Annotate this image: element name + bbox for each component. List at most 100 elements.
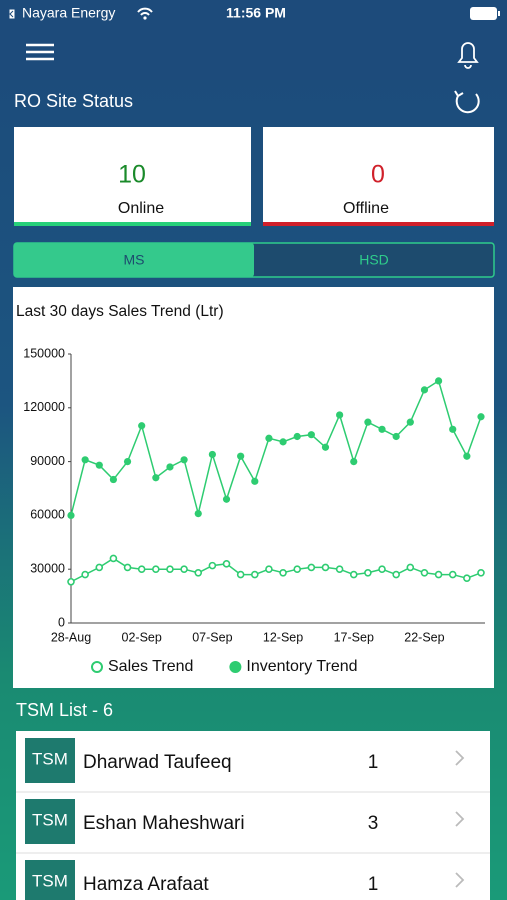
y-tick-label: 150000 <box>23 346 65 360</box>
x-tick-label: 12-Sep <box>263 630 303 644</box>
legend-label: Sales Trend <box>108 658 193 675</box>
chevron <box>455 872 465 888</box>
badge <box>25 799 75 844</box>
data-point <box>237 452 245 460</box>
data-point <box>463 452 471 460</box>
data-point <box>236 570 245 579</box>
data-point <box>406 563 415 572</box>
data-point <box>137 565 146 574</box>
data-point <box>180 456 188 464</box>
online-label: Online <box>118 200 164 217</box>
data-point <box>378 425 386 433</box>
y-tick-label: 0 <box>58 615 65 629</box>
wifi-dot <box>143 16 147 20</box>
data-point <box>434 377 443 385</box>
data-point <box>279 438 287 446</box>
data-point <box>420 386 429 394</box>
wifi-icon <box>137 7 153 16</box>
series-line <box>70 379 482 516</box>
data-point <box>222 495 231 503</box>
menu-icon[interactable] <box>26 43 54 61</box>
section-title: RO Site Status <box>14 91 133 111</box>
data-point <box>350 458 358 466</box>
data-point <box>307 431 315 439</box>
y-tick-label: 120000 <box>23 400 65 414</box>
data-point <box>208 561 217 570</box>
data-point <box>109 475 118 484</box>
badge-label: TSM <box>32 749 68 768</box>
chart: 0 30000 60000 90000 120000 150000 28-Aug 02-Sep… <box>23 346 485 675</box>
data-point <box>194 568 203 577</box>
data-point <box>265 565 273 574</box>
data-point <box>307 563 316 572</box>
data-point <box>321 443 330 451</box>
data-point <box>67 577 75 586</box>
data-point <box>336 411 344 419</box>
data-point <box>265 434 273 442</box>
data-point <box>152 565 160 574</box>
data-point <box>208 450 216 459</box>
tsm-name: Hamza Arafaat <box>83 874 209 895</box>
x-tick-label: 07-Sep <box>192 630 232 644</box>
data-point <box>434 570 443 579</box>
data-point <box>420 568 429 577</box>
data-point <box>349 570 358 579</box>
online-count: 10 <box>118 161 146 189</box>
data-point <box>477 413 485 421</box>
back-icon <box>8 8 16 20</box>
refresh-icon[interactable] <box>454 90 480 114</box>
tab-active[interactable] <box>14 243 254 277</box>
legend-marker <box>91 661 103 673</box>
data-point <box>250 570 259 579</box>
x-tick-label: 17-Sep <box>334 630 374 644</box>
badge-label: TSM <box>32 871 68 890</box>
data-point <box>463 574 471 582</box>
offline-count: 0 <box>371 161 385 189</box>
y-tick-label: 30000 <box>30 561 65 575</box>
y-tick-label: 60000 <box>30 508 65 522</box>
online-bar <box>14 222 251 226</box>
offline-label: Offline <box>343 200 389 217</box>
badge <box>25 738 75 783</box>
bell-icon[interactable] <box>457 42 479 69</box>
offline-card[interactable] <box>263 127 494 226</box>
data-point <box>138 422 146 430</box>
tab-label[interactable]: MS <box>124 252 145 268</box>
data-point <box>95 461 103 469</box>
data-point <box>123 458 132 466</box>
battery-tip <box>498 11 500 16</box>
battery <box>470 7 497 20</box>
data-point <box>364 568 372 577</box>
chart-panel <box>13 287 494 688</box>
legend-label: Inventory Trend <box>246 658 357 675</box>
y-tick-label: 90000 <box>30 454 65 468</box>
tsm-count: 1 <box>368 874 379 895</box>
online-card[interactable] <box>14 127 251 226</box>
data-point <box>406 418 414 426</box>
clock: 11:56 PM <box>226 5 286 21</box>
data-point <box>335 565 344 574</box>
data-point <box>293 432 301 441</box>
data-point <box>449 425 457 433</box>
data-point <box>152 474 160 482</box>
tsm-name: Dharwad Taufeeq <box>83 752 232 773</box>
tsm-name: Eshan Maheshwari <box>83 813 245 834</box>
data-point <box>477 568 485 577</box>
tsm-count: 1 <box>368 752 379 773</box>
carrier: Nayara Energy <box>22 5 115 21</box>
header-bar <box>0 0 507 80</box>
data-point <box>251 477 259 485</box>
data-point <box>279 568 287 577</box>
data-point <box>392 432 400 441</box>
data-point <box>95 563 104 572</box>
x-tick-label: 28-Aug <box>51 630 91 644</box>
chart-title: Last 30 days Sales Trend (Ltr) <box>16 303 224 320</box>
badge-label: TSM <box>32 810 68 829</box>
data-point <box>378 565 386 574</box>
data-point <box>81 456 89 464</box>
data-point <box>194 510 202 518</box>
tab-label[interactable]: HSD <box>359 252 389 268</box>
tsm-count: 3 <box>368 813 379 834</box>
data-point <box>123 563 132 572</box>
